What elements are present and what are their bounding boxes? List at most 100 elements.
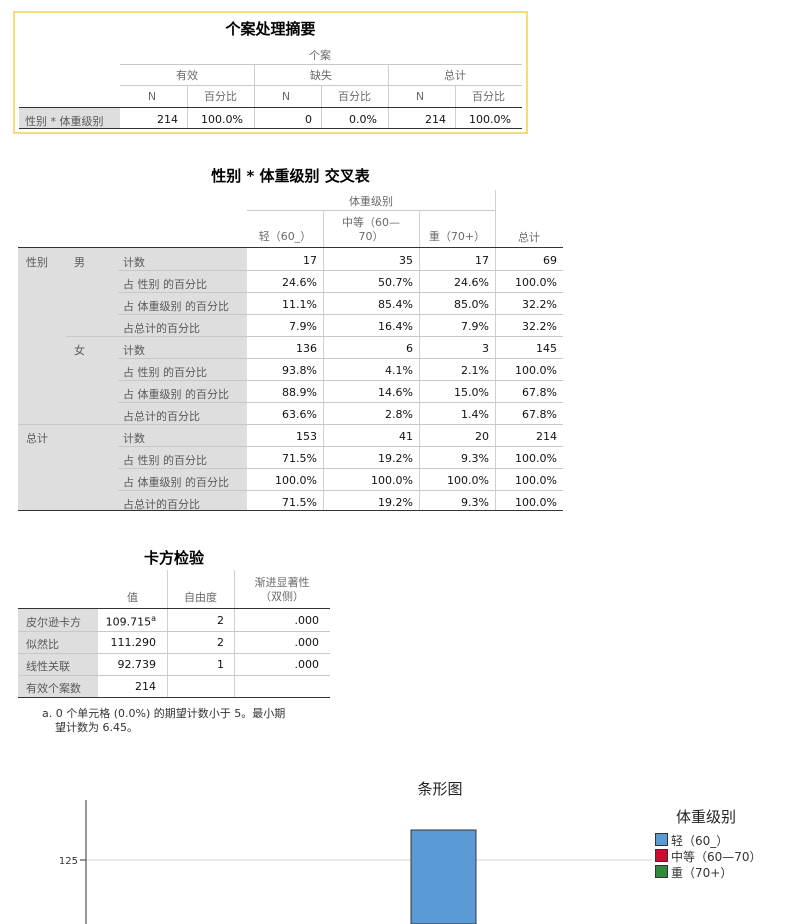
crosstab-cell: 93.8%: [282, 364, 317, 377]
summary-missing-header: 缺失: [310, 69, 332, 82]
case-summary-title: 个案处理摘要: [225, 20, 316, 38]
crosstab-cell: 85.0%: [454, 298, 489, 311]
crosstab-stat-label: 占总计的百分比: [123, 410, 200, 423]
chisq-sig: .000: [294, 614, 320, 627]
chisq-df: 2: [217, 614, 224, 627]
chisq-footnote-marker: a: [151, 614, 156, 623]
crosstab-col-mid-line2: 70）: [358, 230, 384, 243]
crosstab-cell: 32.2%: [522, 320, 557, 333]
crosstab-col-light: 轻（60_）: [258, 230, 312, 243]
crosstab-cell: 67.8%: [522, 408, 557, 421]
summary-value: 100.0%: [469, 113, 511, 126]
crosstab-cell: 9.3%: [461, 496, 489, 509]
summary-value: 100.0%: [201, 113, 243, 126]
crosstab-cell: 16.4%: [378, 320, 413, 333]
legend-swatch: [655, 849, 668, 862]
crosstab-cell: 100.0%: [515, 474, 557, 487]
crosstab-cell: 85.4%: [378, 298, 413, 311]
chisq-footnote-line2: 望计数为 6.45。: [55, 721, 138, 734]
crosstab-cell: 50.7%: [378, 276, 413, 289]
summary-value: 0.0%: [349, 113, 377, 126]
crosstab-cell: 100.0%: [447, 474, 489, 487]
legend-label: 中等（60—70）: [671, 850, 762, 864]
crosstab-cell: 24.6%: [282, 276, 317, 289]
crosstab-male-label: 男: [74, 256, 85, 269]
summary-group-header: 个案: [309, 49, 331, 62]
crosstab-stat-label: 占总计的百分比: [123, 322, 200, 335]
crosstab-cell: 69: [543, 254, 557, 267]
legend-swatch: [655, 833, 668, 846]
bar-chart: 125: [59, 800, 652, 924]
crosstab-cell: 3: [482, 342, 489, 355]
bar-female-light: [410, 829, 477, 924]
summary-n-valid: N: [147, 90, 157, 103]
chisq-col-sig-line1: 渐进显著性: [254, 576, 310, 589]
crosstab-cell: 41: [399, 430, 413, 443]
chisq-df: 2: [217, 636, 224, 649]
chisq-value-text: 111.290: [110, 636, 157, 649]
crosstab-cell: 19.2%: [378, 496, 413, 509]
crosstab-cell: 100.0%: [515, 276, 557, 289]
legend-label: 重（70+）: [671, 866, 733, 880]
chisq-df: 1: [217, 658, 224, 671]
crosstab-cell: 9.3%: [461, 452, 489, 465]
crosstab-cell: 7.9%: [461, 320, 489, 333]
crosstab-group-header: 体重级别: [349, 195, 393, 208]
crosstab-cell: 100.0%: [275, 474, 317, 487]
crosstab-stat-label: 计数: [123, 344, 145, 357]
y-tick-label: 125: [59, 856, 78, 867]
summary-pct-total: 百分比: [472, 90, 505, 103]
chisq-value: 109.715a: [98, 614, 156, 629]
chisq-sig: .000: [294, 658, 320, 671]
chisq-col-value: 值: [127, 591, 138, 604]
crosstab-cell: 11.1%: [282, 298, 317, 311]
summary-n-missing: N: [281, 90, 291, 103]
crosstab-cell: 17: [475, 254, 489, 267]
crosstab-cell: 35: [399, 254, 413, 267]
crosstab-cell: 4.1%: [385, 364, 413, 377]
crosstab-cell: 71.5%: [282, 496, 317, 509]
summary-value: 214: [157, 113, 178, 126]
summary-n-total: N: [415, 90, 425, 103]
crosstab-title: 性别 * 体重级别 交叉表: [211, 167, 370, 185]
crosstab-stat-label: 占 体重级别 的百分比: [123, 300, 229, 313]
crosstab-cell: 14.6%: [378, 386, 413, 399]
chisq-value: 92.739: [98, 658, 157, 671]
summary-row-label: 性别 * 体重级别: [25, 115, 104, 128]
chisq-row-label: 皮尔逊卡方: [26, 616, 81, 629]
crosstab-cell: 2.8%: [385, 408, 413, 421]
summary-total-header: 总计: [444, 69, 466, 82]
crosstab-cell: 20: [475, 430, 489, 443]
crosstab-stat-label: 计数: [123, 432, 145, 445]
crosstab-cell: 71.5%: [282, 452, 317, 465]
crosstab-cell: 153: [296, 430, 317, 443]
chisq-footnote-line1: a. 0 个单元格 (0.0%) 的期望计数小于 5。最小期: [42, 707, 286, 720]
summary-value: 214: [425, 113, 446, 126]
crosstab-cell: 88.9%: [282, 386, 317, 399]
crosstab-cell: 67.8%: [522, 386, 557, 399]
chisq-value-text: 92.739: [117, 658, 157, 671]
crosstab-cell: 2.1%: [461, 364, 489, 377]
crosstab-cell: 1.4%: [461, 408, 489, 421]
crosstab-cell: 100.0%: [371, 474, 413, 487]
chart-title: 条形图: [417, 780, 463, 798]
crosstab-row-var: 性别: [26, 256, 48, 269]
crosstab-cell: 214: [536, 430, 557, 443]
chisq-sig: .000: [294, 636, 320, 649]
crosstab-col-total: 总计: [518, 231, 540, 244]
chisq-row-label: 线性关联: [26, 660, 70, 673]
crosstab-cell: 7.9%: [289, 320, 317, 333]
crosstab-row-header-area: [18, 248, 247, 510]
summary-value: 0: [305, 113, 312, 126]
crosstab-cell: 24.6%: [454, 276, 489, 289]
chisq-value: 111.290: [98, 636, 157, 649]
summary-pct-valid: 百分比: [204, 90, 237, 103]
crosstab-col-mid-line1: 中等（60—: [342, 216, 400, 229]
crosstab-stat-label: 占 性别 的百分比: [123, 454, 207, 467]
crosstab-total-label: 总计: [26, 432, 48, 445]
summary-pct-missing: 百分比: [338, 90, 371, 103]
summary-valid-header: 有效: [176, 69, 198, 82]
crosstab-cell: 100.0%: [515, 364, 557, 377]
crosstab-cell: 19.2%: [378, 452, 413, 465]
chisq-title: 卡方检验: [143, 549, 204, 567]
